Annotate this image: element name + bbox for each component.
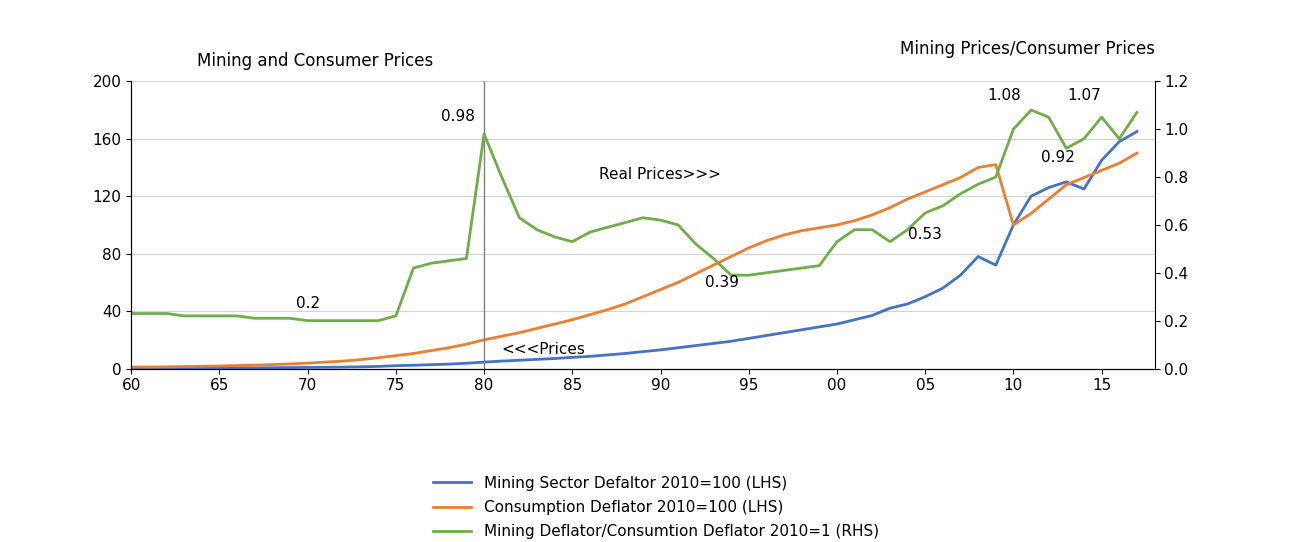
Text: 1.08: 1.08 (988, 88, 1022, 103)
Text: 0.53: 0.53 (908, 227, 942, 242)
Text: Mining Prices/Consumer Prices: Mining Prices/Consumer Prices (900, 40, 1155, 59)
Text: 0.98: 0.98 (441, 109, 475, 125)
Text: 0.92: 0.92 (1040, 150, 1075, 165)
Text: 0.39: 0.39 (706, 275, 739, 289)
Text: 1.07: 1.07 (1067, 88, 1101, 103)
Text: <<<Prices: <<<Prices (501, 342, 585, 357)
Text: Mining and Consumer Prices: Mining and Consumer Prices (197, 52, 433, 70)
Text: Real Prices>>>: Real Prices>>> (598, 167, 720, 182)
Legend: Mining Sector Defaltor 2010=100 (LHS), Consumption Deflator 2010=100 (LHS), Mini: Mining Sector Defaltor 2010=100 (LHS), C… (428, 470, 884, 542)
Text: 0.2: 0.2 (295, 296, 320, 311)
